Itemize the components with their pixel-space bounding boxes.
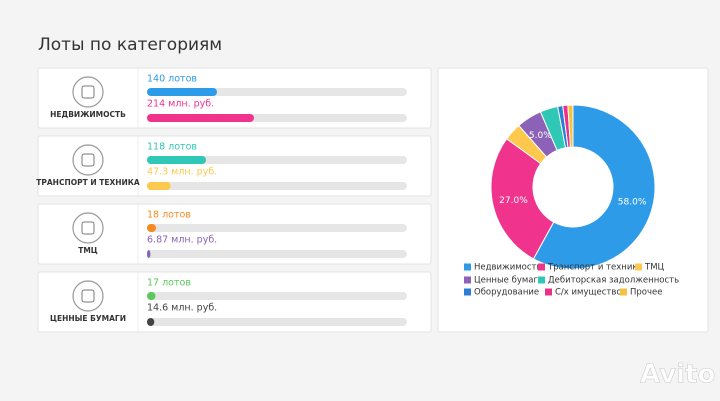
row-name: ТМЦ: [78, 246, 98, 255]
legend-label: Прочее: [630, 288, 662, 298]
row-card: [37, 203, 432, 265]
amount-track: [147, 182, 407, 190]
amount-bar: [147, 250, 151, 258]
pie-slice: [490, 138, 555, 260]
page-title: Лоты по категориям: [38, 35, 222, 55]
row-card: [37, 135, 432, 197]
lots-bar: [147, 88, 217, 96]
legend-swatch: [620, 288, 627, 296]
row-icon: [72, 280, 104, 312]
lots-bar: [147, 156, 206, 164]
row-icon: [72, 76, 104, 108]
slice-label: 58.0%: [618, 198, 647, 208]
amount-label: 14.6 млн. руб.: [147, 303, 217, 314]
legend-label: Оборудование: [474, 288, 539, 298]
slice-label: 5.0%: [529, 131, 552, 141]
legend-label: Ценные бумаги: [474, 276, 543, 286]
row-icon-glyph: [81, 221, 95, 235]
legend-label: Недвижимость: [474, 263, 541, 273]
amount-label: 47.3 млн. руб.: [147, 167, 217, 178]
row-icon-glyph: [81, 289, 95, 303]
legend-label: Дебиторская задолженность: [548, 276, 679, 286]
legend-swatch: [464, 276, 471, 284]
lots-bar: [147, 292, 156, 300]
amount-label: 214 млн. руб.: [147, 99, 214, 110]
amount-track: [147, 318, 407, 326]
amount-track: [147, 250, 407, 258]
lots-track: [147, 156, 407, 164]
lots-label: 18 лотов: [147, 210, 191, 221]
row-name: ЦЕННЫЕ БУМАГИ: [50, 314, 126, 323]
row-card: [37, 67, 432, 129]
pie-slice: [567, 104, 574, 148]
row-icon-glyph: [81, 153, 95, 167]
row-card: [37, 271, 432, 333]
amount-bar: [147, 114, 254, 122]
amount-bar: [147, 182, 171, 190]
legend-label: С/х имущество: [555, 288, 622, 298]
row-icon: [72, 212, 104, 244]
legend-swatch: [464, 263, 471, 271]
row-icon-glyph: [81, 85, 95, 99]
legend-swatch: [464, 288, 471, 296]
amount-bar: [147, 318, 155, 326]
row-name: ТРАНСПОРТ И ТЕХНИКА: [36, 178, 140, 187]
slice-label: 27.0%: [499, 196, 528, 206]
lots-label: 17 лотов: [147, 278, 191, 289]
amount-label: 6.87 млн. руб.: [147, 235, 217, 246]
watermark: Avito: [640, 360, 715, 390]
legend-swatch: [635, 263, 642, 271]
pie-slice: [532, 104, 656, 270]
legend-swatch: [538, 276, 545, 284]
legend-swatch: [538, 263, 545, 271]
lots-label: 118 лотов: [147, 142, 197, 153]
lots-track: [147, 224, 407, 232]
row-name: НЕДВИЖИМОСТЬ: [50, 110, 126, 119]
lots-track: [147, 292, 407, 300]
lots-bar: [147, 224, 156, 232]
legend-swatch: [545, 288, 552, 296]
row-icon: [72, 144, 104, 176]
legend-label: ТМЦ: [644, 263, 665, 273]
lots-label: 140 лотов: [147, 74, 197, 85]
legend-label: Транспорт и техника: [547, 263, 643, 273]
